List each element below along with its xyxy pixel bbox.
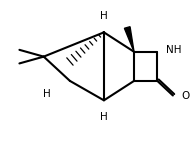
Text: H: H xyxy=(100,11,108,21)
Text: H: H xyxy=(43,89,51,99)
Text: O: O xyxy=(182,91,190,101)
Text: H: H xyxy=(100,112,108,122)
Polygon shape xyxy=(124,27,134,52)
Text: NH: NH xyxy=(166,45,182,55)
